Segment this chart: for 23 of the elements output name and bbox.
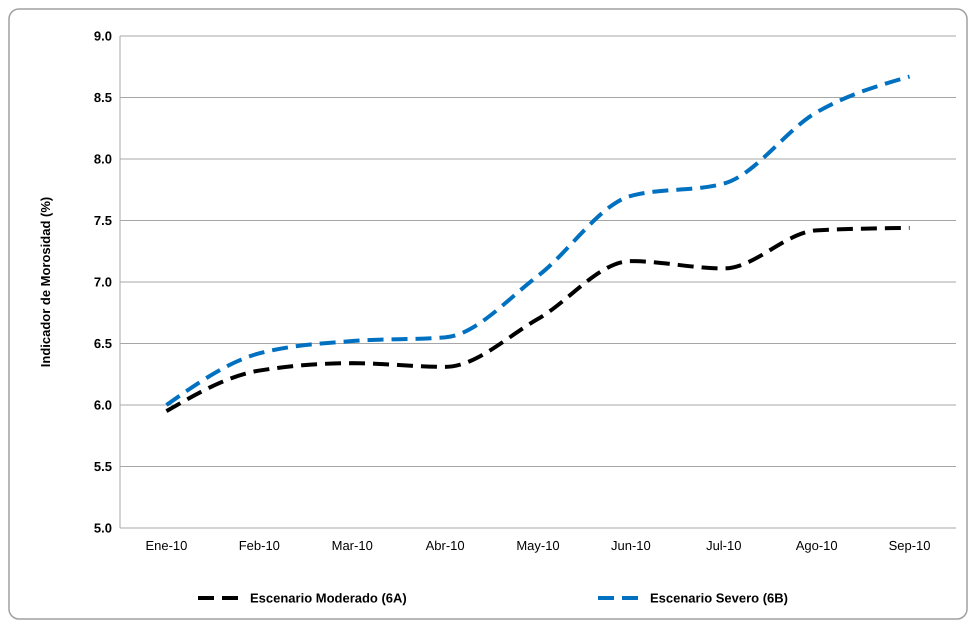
x-tick-label: Ago-10	[796, 538, 838, 553]
y-tick-label: 5.0	[94, 520, 112, 536]
y-tick-label: 6.5	[94, 336, 112, 352]
x-tick-label: Ene-10	[145, 538, 188, 553]
line-series	[164, 74, 912, 407]
y-tick-label: 5.5	[94, 459, 112, 474]
y-tick-label: 9.0	[94, 28, 112, 44]
x-tick-label: Feb-10	[238, 538, 280, 553]
x-tick-label: Jun-10	[611, 538, 651, 553]
y-tick-label: 8.0	[94, 152, 112, 167]
line-series	[164, 226, 912, 414]
y-tick-label: 8.5	[94, 90, 112, 106]
y-tick-label: 7.0	[94, 274, 112, 290]
x-tick-label: Sep-10	[888, 538, 931, 553]
x-tick-label: Abr-10	[426, 538, 465, 553]
x-tick-label: May-10	[516, 538, 560, 553]
y-tick-label: 6.0	[94, 398, 112, 413]
x-tick-label: Mar-10	[332, 538, 373, 553]
y-axis-title: Indicador de Morosidad (%)	[38, 196, 53, 368]
y-tick-label: 7.5	[94, 213, 112, 228]
legend-label: Escenario Severo (6B)	[650, 590, 788, 606]
legend-label: Escenario Moderado (6A)	[250, 590, 407, 606]
x-tick-label: Jul-10	[706, 538, 742, 553]
